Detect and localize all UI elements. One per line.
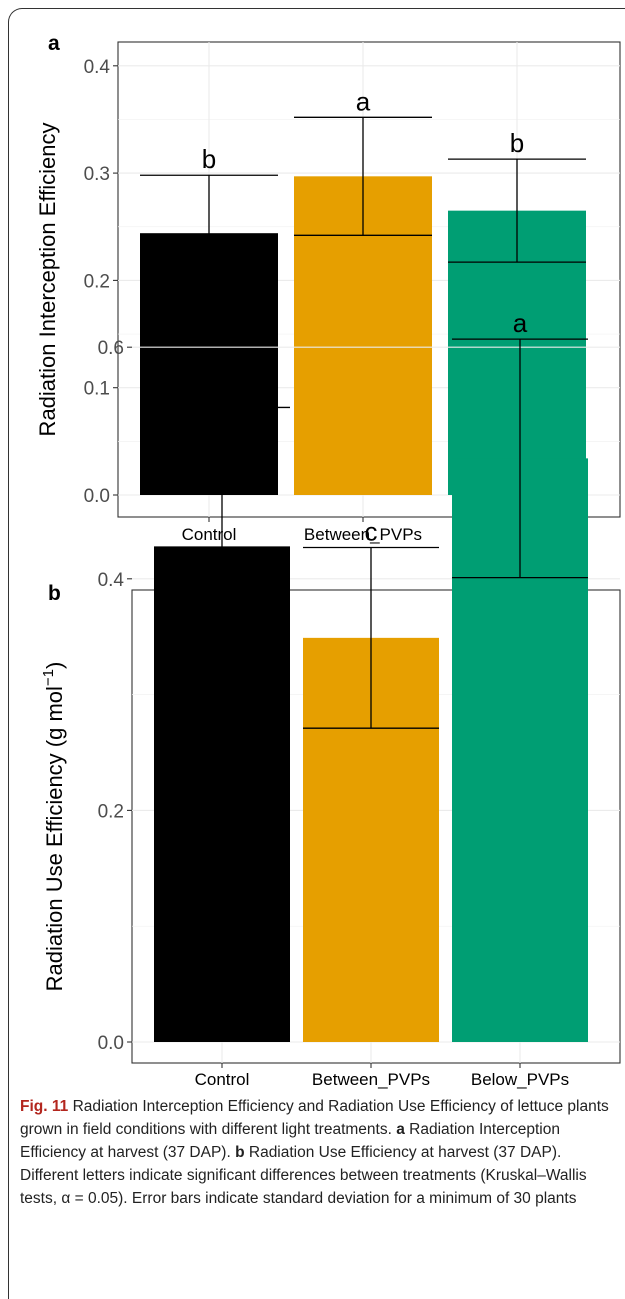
figure-label: Fig. 11	[20, 1098, 69, 1115]
x-tick-label: Between_PVPs	[312, 1070, 430, 1089]
y-axis-title-text: Radiation Use Efficiency (g mol	[42, 686, 67, 991]
figure-frame	[8, 8, 625, 1299]
caption-sub-a-letter: a	[396, 1121, 405, 1138]
x-tick-label: Control	[182, 525, 237, 544]
significance-letter: a	[513, 308, 528, 338]
y-axis-title: Radiation Use Efficiency (g mol−1)	[40, 662, 67, 992]
figure-chart-area: 0.0 0.1 0.2 0.3 0.4 b a b Control Between_PVPs Bel…	[35, 32, 621, 1089]
y-tick-label: 0.2	[98, 801, 124, 822]
significance-letter: a	[356, 86, 371, 116]
y-tick-label: 0.1	[84, 379, 110, 400]
x-tick-label: Between_PVPs	[304, 525, 422, 544]
y-tick-label: 0.2	[84, 271, 110, 292]
caption-sub-b-text: Radiation Use Efficiency at harvest (37 …	[20, 1144, 587, 1207]
x-tick-label: Below_PVPs	[471, 1070, 569, 1089]
figure-caption: Fig. 11 Radiation Interception Efficienc…	[20, 1095, 618, 1210]
significance-letter: b	[510, 128, 524, 158]
y-axis-title-superscript: −1	[40, 669, 57, 686]
significance-letter: b	[202, 144, 216, 174]
y-axis-title-text: Radiation Interception Efficiency	[35, 123, 60, 437]
panel-label: b	[48, 582, 61, 605]
y-tick-label: 0.4	[84, 57, 111, 78]
caption-main-text: Radiation Interception Efficiency and Ra…	[20, 1098, 609, 1138]
y-tick-label: 0.0	[98, 1033, 124, 1054]
y-axis-title-close: )	[42, 662, 67, 669]
y-tick-label: 0.0	[84, 486, 110, 507]
y-axis-title: Radiation Interception Efficiency	[35, 123, 60, 437]
significance-letter: c	[365, 517, 378, 547]
x-tick-label: Control	[195, 1070, 250, 1089]
panel-label: a	[48, 32, 60, 55]
y-tick-label: 0.3	[84, 164, 110, 185]
caption-sub-b-letter: b	[235, 1144, 245, 1161]
caption-sub-a-text: Radiation Interception Efficiency at har…	[20, 1121, 560, 1161]
significance-letter: b	[215, 376, 229, 406]
y-tick-label: 0.6	[98, 338, 124, 359]
y-tick-label: 0.4	[98, 570, 125, 591]
